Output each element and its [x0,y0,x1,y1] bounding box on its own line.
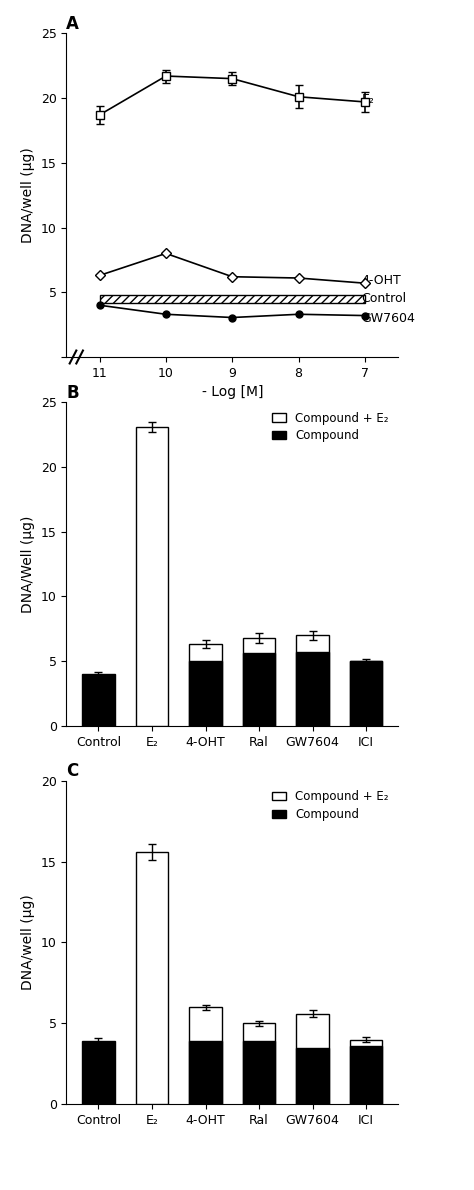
Bar [190,662,221,726]
Bar [296,1014,328,1104]
Legend: Compound + E₂, Compound: Compound + E₂, Compound [268,408,392,446]
X-axis label: - Log [M]: - Log [M] [201,386,263,400]
Text: B: B [66,384,79,402]
Text: C: C [66,763,79,781]
Bar [82,1041,115,1104]
Bar [190,1007,221,1104]
Bar [136,427,168,726]
Legend: Compound + E₂, Compound: Compound + E₂, Compound [268,787,392,825]
Text: 4-OHT: 4-OHT [362,274,401,287]
Bar [296,652,328,726]
Bar [190,644,221,726]
Bar [100,295,365,302]
Bar [190,1041,221,1104]
Bar [136,852,168,1104]
Y-axis label: DNA/well (μg): DNA/well (μg) [21,895,35,990]
Bar [243,653,275,726]
Text: GW7604: GW7604 [362,312,416,325]
Bar [296,1047,328,1104]
Bar [243,638,275,726]
Bar [243,1041,275,1104]
Text: E₂: E₂ [362,93,374,106]
Text: Control: Control [362,293,407,306]
Bar [82,674,115,726]
Bar [350,662,382,726]
Bar [350,662,382,726]
Text: A: A [66,15,79,33]
Bar [296,635,328,726]
Y-axis label: DNA/Well (μg): DNA/Well (μg) [21,515,35,613]
Bar [350,1040,382,1104]
Y-axis label: DNA/well (μg): DNA/well (μg) [21,148,35,243]
Bar [243,1023,275,1104]
Bar [350,1046,382,1104]
